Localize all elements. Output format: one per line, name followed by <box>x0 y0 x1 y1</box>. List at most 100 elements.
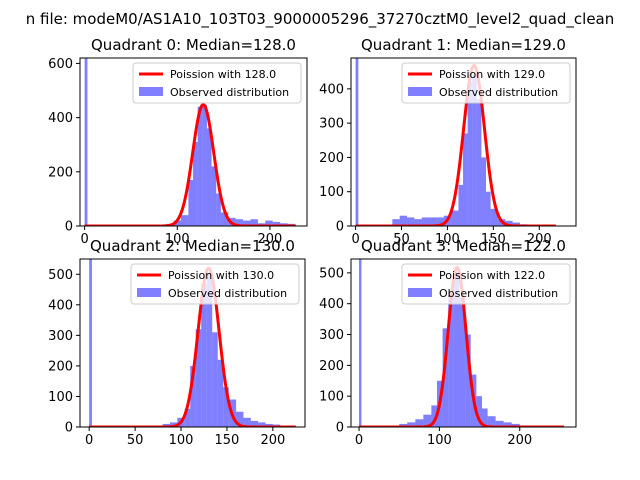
x-tick-label: 100 <box>165 232 190 247</box>
y-tick-label: 100 <box>319 390 344 405</box>
y-tick-label: 100 <box>48 390 73 405</box>
histogram-bar <box>458 184 464 226</box>
histogram-bar <box>476 396 482 427</box>
x-tick-label: 0 <box>351 232 359 247</box>
histogram-bar <box>206 274 213 427</box>
legend-box <box>132 62 302 104</box>
x-tick-label: 0 <box>85 433 93 448</box>
poisson-curve <box>89 266 296 427</box>
axes-frame <box>79 258 306 428</box>
histogram-bars <box>355 58 528 226</box>
legend-box <box>130 263 300 305</box>
legend-entry-observed: Observed distribution <box>168 287 287 300</box>
histogram-bar <box>223 387 229 427</box>
histogram-bar <box>235 219 244 226</box>
histogram-bar <box>258 422 266 427</box>
histogram-bar <box>465 334 471 427</box>
y-tick-label: 200 <box>48 359 73 374</box>
axes-frame <box>350 57 577 227</box>
x-tick-label: 200 <box>507 433 532 448</box>
histogram-bar <box>180 215 189 226</box>
x-tick-label: 150 <box>481 232 506 247</box>
y-tick-label: 0 <box>65 220 73 235</box>
histogram-bar <box>448 291 454 427</box>
subplot-title: Quadrant 2: Median=130.0 <box>90 237 295 255</box>
histogram-bar <box>392 219 400 226</box>
histogram-bar <box>220 212 229 226</box>
histogram-bar <box>453 272 460 427</box>
x-tick-label: 150 <box>215 433 240 448</box>
y-tick-label: 400 <box>319 297 344 312</box>
legend: Poission with 129.0 Observed distribution <box>401 62 571 104</box>
histogram-bar <box>243 220 251 226</box>
x-tick-label: 100 <box>427 433 452 448</box>
axes-frame <box>350 258 577 428</box>
histogram-bar <box>184 408 191 427</box>
histogram-bar <box>495 420 504 427</box>
x-tick-label: 200 <box>260 433 285 448</box>
legend-entry-poisson: Poission with 130.0 <box>168 269 274 282</box>
histogram-bar <box>512 222 520 226</box>
legend-entry-observed: Observed distribution <box>439 287 558 300</box>
y-tick-label: 300 <box>48 329 73 344</box>
histogram-bar <box>193 142 198 226</box>
histogram-bar <box>421 217 430 226</box>
histogram-bar <box>486 191 491 226</box>
histogram-bar <box>399 423 408 427</box>
y-tick-label: 400 <box>319 82 344 97</box>
poisson-curve <box>84 103 296 226</box>
subplot-quadrant-3: 0 100 200 0 100 200 300 400 500 Quadrant 3: Media… <box>319 237 577 448</box>
legend-entry-poisson: Poission with 128.0 <box>170 68 276 81</box>
axes-frame <box>79 57 308 227</box>
histogram-bar <box>212 332 218 427</box>
histogram-bar <box>84 58 88 226</box>
histogram-bar <box>467 82 473 226</box>
subplot-quadrant-1: 0 50 100 150 200 0 100 200 300 400 Quadrant 1: Med… <box>319 36 577 247</box>
histogram-bar <box>173 220 181 226</box>
legend: Poission with 130.0 Observed distribution <box>130 263 300 305</box>
y-tick-label: 600 <box>48 57 73 72</box>
y-tick-label: 400 <box>48 298 73 313</box>
histogram-bar <box>490 208 498 226</box>
histogram-bar <box>503 422 512 427</box>
y-tick-label: 0 <box>336 421 344 436</box>
x-tick-label: 100 <box>169 433 194 448</box>
histogram-bar <box>201 283 207 427</box>
legend-entry-poisson: Poission with 129.0 <box>439 68 545 81</box>
legend-bar-swatch <box>408 87 432 96</box>
histogram-bar <box>359 259 362 427</box>
histogram-bar <box>423 414 432 427</box>
histogram-bar <box>481 157 486 226</box>
y-tick-label: 500 <box>48 268 73 283</box>
legend-box <box>401 263 571 305</box>
histogram-bar <box>481 408 488 427</box>
histogram-bar <box>407 422 416 427</box>
x-tick-label: 50 <box>393 232 410 247</box>
histogram-bar <box>463 133 468 226</box>
x-tick-label: 100 <box>435 232 460 247</box>
subplot-quadrant-2: 0 50 100 150 200 0 100 200 300 400 500 Quadrant 2: … <box>48 237 306 448</box>
histogram-bar <box>265 220 273 226</box>
legend-bar-swatch <box>139 87 163 96</box>
y-tick-label: 400 <box>48 111 73 126</box>
legend-bar-swatch <box>137 288 161 297</box>
figure-suptitle: n file: modeM0/AS1A10_103T03_9000005296_… <box>25 10 615 28</box>
y-tick-label: 500 <box>319 266 344 281</box>
legend: Poission with 128.0 Observed distribution <box>132 62 302 104</box>
histogram-bar <box>170 422 178 427</box>
x-tick-label: 200 <box>258 232 283 247</box>
histogram-bar <box>190 365 196 427</box>
legend-entry-poisson: Poission with 122.0 <box>439 269 545 282</box>
legend-box <box>401 62 571 104</box>
y-tick-label: 0 <box>65 421 73 436</box>
histogram-bar <box>272 221 281 226</box>
y-tick-label: 300 <box>319 117 344 132</box>
histogram-bar <box>429 217 437 226</box>
subplot-title: Quadrant 1: Median=129.0 <box>361 36 566 54</box>
histogram-bar <box>505 220 513 226</box>
legend-bar-swatch <box>408 288 432 297</box>
y-tick-label: 0 <box>336 220 344 235</box>
x-tick-label: 0 <box>355 433 363 448</box>
histogram-bar <box>217 359 224 427</box>
